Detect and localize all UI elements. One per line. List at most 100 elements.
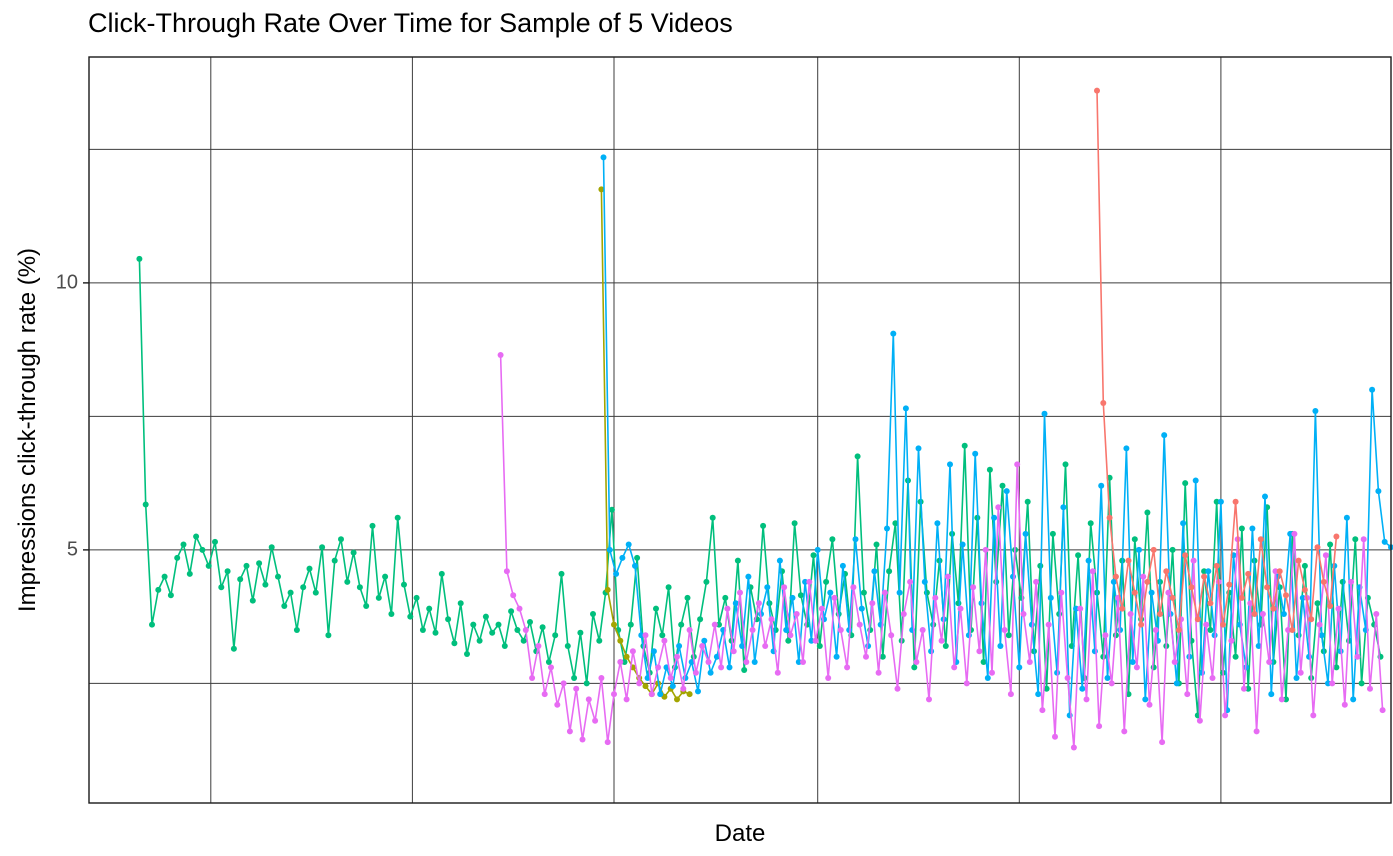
data-point — [797, 592, 804, 599]
data-point — [1127, 611, 1134, 617]
data-point — [281, 603, 288, 609]
data-point — [627, 621, 634, 628]
data-point — [1379, 707, 1386, 714]
data-point — [1073, 605, 1079, 612]
data-point — [1245, 685, 1252, 692]
data-point — [812, 637, 819, 644]
data-point — [926, 696, 932, 703]
data-point — [548, 664, 554, 671]
data-point — [1369, 386, 1376, 393]
data-point — [451, 640, 458, 647]
data-point — [674, 696, 680, 703]
data-point — [539, 624, 546, 631]
data-point — [957, 605, 964, 612]
data-point — [825, 675, 832, 681]
data-point — [705, 659, 712, 665]
data-point — [275, 573, 281, 580]
data-point — [464, 651, 470, 657]
data-point — [1171, 659, 1178, 665]
data-point — [1314, 544, 1321, 551]
data-point — [755, 600, 762, 607]
data-point — [1335, 605, 1342, 612]
data-point — [199, 546, 206, 553]
x-axis-label: Date — [714, 820, 766, 847]
data-point — [871, 568, 878, 575]
data-point — [1255, 643, 1262, 649]
y-tick-label-5: 5 — [66, 538, 78, 561]
data-point — [669, 683, 676, 690]
data-point — [1297, 669, 1304, 676]
data-point — [657, 691, 664, 698]
data-point — [1184, 691, 1191, 698]
data-point — [1213, 498, 1220, 505]
data-point — [1182, 480, 1189, 487]
data-point — [573, 685, 580, 692]
data-point — [1144, 509, 1151, 516]
series-video-5 — [1094, 87, 1340, 633]
data-point — [1289, 627, 1296, 633]
panel-border — [88, 56, 1392, 804]
data-point — [907, 578, 914, 585]
data-point — [1070, 744, 1077, 751]
data-point — [963, 680, 970, 687]
data-point — [1232, 653, 1239, 660]
data-point — [1341, 701, 1348, 708]
data-point — [489, 629, 496, 636]
data-point — [739, 643, 746, 649]
data-point — [648, 691, 655, 698]
data-point — [783, 627, 790, 633]
data-point — [674, 653, 680, 660]
data-point — [1060, 504, 1067, 511]
data-point — [984, 675, 991, 681]
y-axis-ticks — [83, 282, 89, 551]
data-point — [545, 659, 552, 665]
data-point — [1259, 611, 1266, 617]
data-point — [1131, 589, 1138, 596]
data-point — [1270, 605, 1277, 612]
data-point — [1146, 701, 1153, 708]
data-point — [606, 546, 613, 553]
data-point — [829, 536, 836, 543]
data-point — [919, 627, 926, 633]
data-point — [806, 578, 813, 585]
data-point — [1209, 675, 1216, 681]
data-point — [1280, 611, 1287, 617]
data-point — [1182, 552, 1189, 559]
data-point — [497, 352, 504, 358]
data-point — [1096, 723, 1103, 730]
data-point — [529, 675, 536, 681]
data-point — [249, 597, 256, 604]
data-point — [262, 581, 269, 588]
data-point — [745, 573, 752, 580]
data-point — [634, 554, 641, 561]
data-point — [976, 648, 983, 655]
data-point — [621, 659, 628, 665]
data-point — [413, 594, 420, 601]
data-point — [394, 514, 401, 521]
data-point — [1169, 546, 1176, 553]
data-point — [1192, 477, 1199, 484]
data-point — [884, 525, 890, 532]
data-point — [703, 578, 710, 585]
data-point — [961, 442, 968, 449]
data-point — [1320, 578, 1327, 585]
data-point — [982, 546, 989, 553]
data-point — [426, 605, 433, 612]
data-point — [1283, 592, 1289, 599]
data-point — [1165, 589, 1172, 596]
data-point — [751, 659, 758, 665]
data-point — [902, 405, 909, 412]
data-point — [850, 584, 857, 591]
data-point — [726, 664, 733, 671]
data-point — [638, 632, 645, 639]
data-point — [1022, 530, 1029, 537]
data-point — [833, 653, 840, 660]
data-point — [564, 643, 571, 649]
data-point — [1106, 514, 1113, 521]
data-point — [743, 659, 750, 665]
data-point — [369, 522, 376, 529]
data-point — [1089, 568, 1096, 575]
data-point — [558, 570, 565, 577]
data-point — [554, 701, 561, 708]
data-point — [1238, 594, 1245, 601]
